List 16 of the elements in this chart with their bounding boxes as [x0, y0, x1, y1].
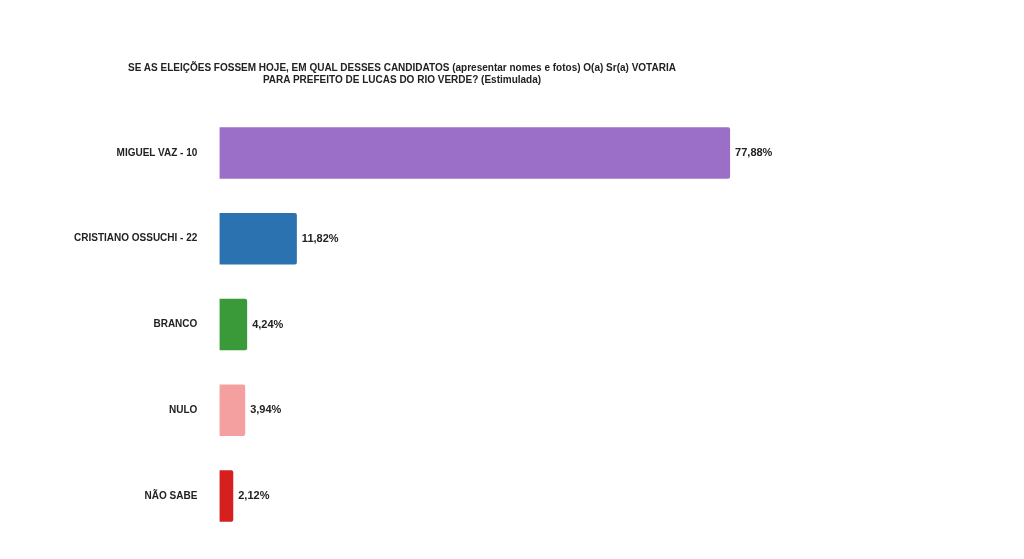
y-tick-label: NULO [169, 404, 198, 416]
bar [219, 384, 246, 437]
chart-title: SE AS ELEIÇÕES FOSSEM HOJE, EM QUAL DESSES CANDIDATOS (apresentar nomes e fotos) O(a) Sr(a) VOTARIA PARA PREFEITO DE LUCAS DO RIO VERDE? (Estimulada) [128, 60, 676, 85]
y-tick-label: NÃO SABE [144, 488, 198, 501]
data-label: 2,12% [238, 489, 270, 502]
y-tick-label: BRANCO [153, 318, 198, 330]
data-label: 4,24% [252, 317, 284, 330]
y-tick-label: CRISTIANO OSSUCHI - 22 [73, 232, 198, 244]
data-label: 77,88% [735, 145, 773, 158]
bar [219, 212, 297, 265]
bar [219, 470, 234, 522]
bar [219, 127, 731, 179]
data-label: 3,94% [250, 403, 282, 416]
data-label: 11,82% [301, 231, 339, 244]
bar [219, 298, 248, 351]
y-tick-label: MIGUEL VAZ - 10 [116, 146, 198, 158]
